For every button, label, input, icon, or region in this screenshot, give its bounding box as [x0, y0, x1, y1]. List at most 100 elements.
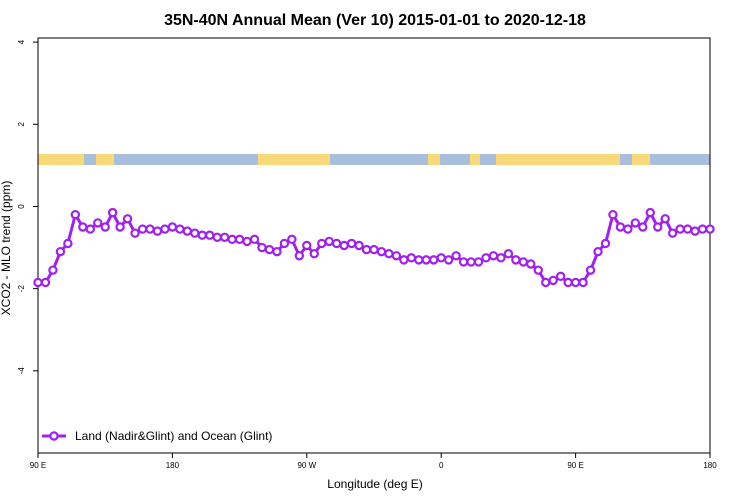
data-point	[294, 251, 305, 261]
data-point	[563, 277, 573, 288]
data-point	[93, 218, 103, 228]
data-point	[690, 226, 700, 236]
data-point	[48, 265, 58, 275]
data-point	[234, 234, 245, 245]
data-point	[107, 207, 118, 218]
x-tick-label: 90 E	[30, 461, 46, 470]
data-point	[399, 255, 409, 265]
data-point	[585, 265, 596, 275]
legend-label: Land (Nadir&Glint) and Ocean (Glint)	[75, 429, 272, 443]
data-point	[526, 259, 536, 269]
data-point	[623, 224, 633, 234]
data-point	[115, 222, 125, 232]
data-point	[533, 265, 543, 275]
data-point	[473, 257, 484, 267]
land-ocean-strip	[38, 154, 710, 165]
data-point	[593, 246, 603, 257]
data-point	[615, 222, 626, 232]
data-point	[406, 253, 417, 263]
y-tick-label: -4	[17, 367, 26, 375]
x-tick-label: 90 E	[567, 461, 583, 470]
data-point	[391, 251, 402, 261]
x-axis-label: Longitude (deg E)	[327, 477, 422, 491]
data-point	[376, 246, 387, 257]
data-point	[78, 222, 88, 232]
data-point	[40, 277, 51, 288]
data-point	[339, 240, 349, 251]
x-tick-label: 90 W	[297, 461, 316, 470]
legend-marker	[49, 431, 59, 441]
data-point	[212, 232, 222, 242]
data-point	[249, 234, 260, 245]
data-point	[369, 244, 379, 255]
data-point	[55, 246, 66, 257]
data-point	[429, 255, 439, 265]
y-axis-label: XCO2 - MLO trend (ppm)	[0, 181, 13, 316]
data-point	[137, 224, 148, 234]
x-tick-label: 0	[439, 461, 444, 470]
data-point	[324, 236, 334, 247]
data-point	[63, 238, 73, 249]
data-point	[443, 255, 454, 265]
data-point	[488, 251, 499, 261]
data-point	[645, 207, 655, 218]
data-point	[302, 240, 312, 251]
data-point	[346, 238, 357, 249]
data-point	[496, 253, 506, 263]
data-point	[160, 224, 170, 234]
data-point	[317, 238, 327, 249]
data-point	[466, 257, 476, 267]
data-point	[309, 249, 319, 259]
data-point	[421, 255, 431, 265]
data-point	[145, 224, 155, 234]
data-point	[219, 232, 230, 242]
data-point	[675, 224, 685, 234]
data-point	[608, 209, 618, 220]
data-point	[653, 222, 663, 232]
data-point	[511, 255, 521, 265]
chart-title: 35N-40N Annual Mean (Ver 10) 2015-01-01 …	[164, 12, 586, 29]
data-point	[451, 251, 461, 261]
data-point	[279, 238, 290, 249]
data-point	[384, 249, 394, 259]
y-tick-label: -2	[17, 285, 26, 293]
data-point	[100, 222, 110, 232]
data-point	[205, 230, 215, 240]
x-tick-label: 180	[703, 461, 717, 470]
data-point	[697, 224, 708, 234]
data-point	[503, 249, 514, 259]
data-point	[436, 253, 446, 263]
data-point	[578, 277, 588, 288]
y-tick-label: 2	[17, 122, 26, 127]
data-point	[152, 226, 163, 236]
data-point	[70, 209, 81, 220]
data-point	[257, 242, 267, 253]
data-point	[33, 277, 43, 288]
plot-frame	[37, 37, 711, 454]
data-point	[242, 236, 252, 247]
data-point	[481, 253, 491, 263]
data-point	[414, 255, 424, 265]
data-point	[660, 214, 670, 224]
data-point	[182, 226, 193, 236]
data-point	[638, 222, 648, 232]
data-point	[264, 244, 275, 255]
data-point	[331, 238, 342, 249]
data-point	[190, 228, 200, 238]
data-point	[518, 257, 529, 267]
data-point	[667, 228, 678, 238]
data-point	[705, 224, 715, 234]
data-point	[85, 224, 95, 234]
data-point	[197, 230, 207, 240]
data-point	[167, 222, 178, 232]
data-point	[548, 275, 558, 286]
data-point	[122, 214, 133, 224]
data-point	[541, 277, 551, 288]
data-point	[175, 224, 185, 234]
data-point	[287, 234, 297, 245]
data-point	[227, 234, 237, 245]
x-tick-label: 180	[166, 461, 180, 470]
data-point	[272, 246, 282, 257]
y-tick-label: 0	[17, 204, 26, 209]
